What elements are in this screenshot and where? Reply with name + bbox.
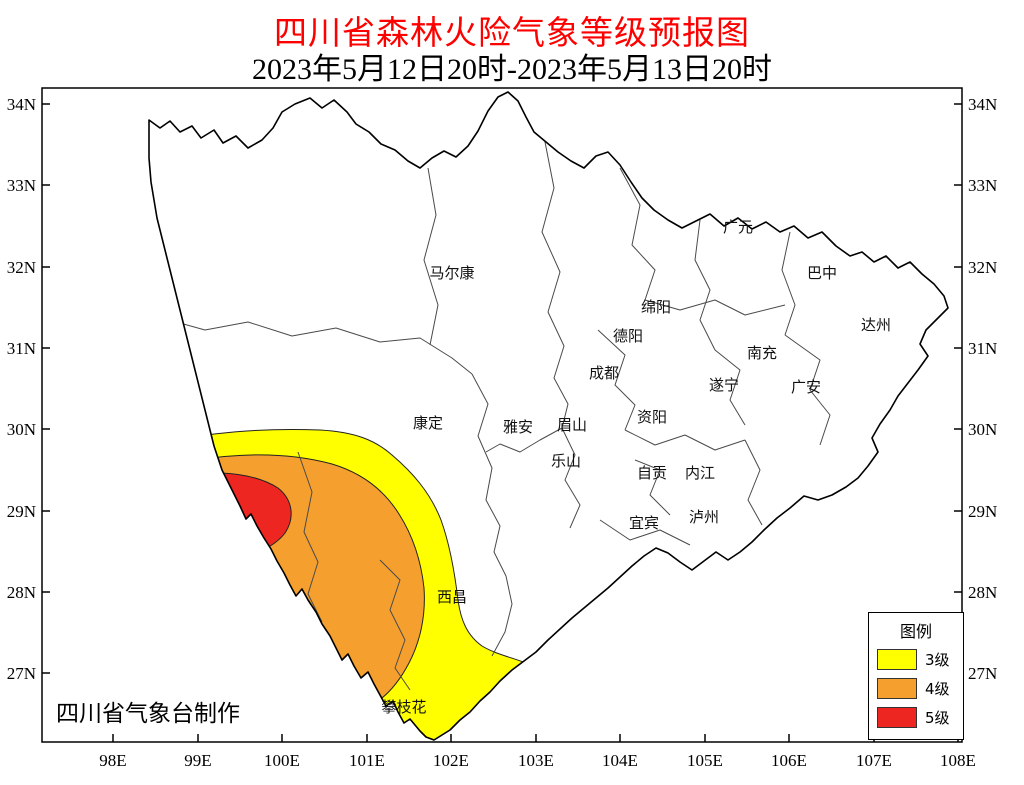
city-label-宜宾: 宜宾 — [629, 514, 659, 532]
lon-label: 108E — [940, 751, 976, 770]
lat-label-left: 33N — [7, 176, 36, 195]
lon-label: 99E — [184, 751, 211, 770]
lon-label: 100E — [264, 751, 300, 770]
legend-swatch-level4 — [877, 678, 917, 699]
legend-label-level4: 4级 — [925, 680, 950, 698]
city-label-雅安: 雅安 — [503, 418, 533, 436]
legend-swatch-level3 — [877, 649, 917, 670]
legend-box: 图例 3级 4级 5级 — [868, 612, 964, 740]
axis-ticks — [42, 103, 962, 742]
lat-label-left: 34N — [7, 95, 36, 114]
city-label-广安: 广安 — [791, 378, 821, 396]
lat-label-left: 32N — [7, 258, 36, 277]
lat-label-left: 31N — [7, 339, 36, 358]
city-label-马尔康: 马尔康 — [429, 264, 474, 282]
city-label-资阳: 资阳 — [637, 408, 667, 426]
city-label-达州: 达州 — [861, 316, 891, 334]
city-label-内江: 内江 — [685, 464, 715, 482]
city-label-攀枝花: 攀枝花 — [381, 698, 426, 716]
province-fill — [149, 92, 948, 740]
legend-title: 图例 — [899, 624, 932, 641]
lon-label: 106E — [771, 751, 807, 770]
city-label-南充: 南充 — [747, 344, 777, 362]
city-label-绵阳: 绵阳 — [641, 298, 671, 316]
lat-label-right: 31N — [968, 339, 997, 358]
city-label-康定: 康定 — [413, 414, 443, 432]
city-label-西昌: 西昌 — [437, 588, 467, 606]
lon-label: 102E — [433, 751, 469, 770]
province-outline — [148, 91, 949, 741]
lat-label-right: 28N — [968, 583, 997, 602]
legend-row-level5: 5级 — [869, 703, 963, 732]
lat-label-right: 32N — [968, 258, 997, 277]
city-label-自贡: 自贡 — [637, 464, 667, 482]
lat-label-right: 34N — [968, 95, 997, 114]
lon-label: 105E — [687, 751, 723, 770]
lon-label: 98E — [99, 751, 126, 770]
axis-labels: 34N 34N 33N 33N 32N 32N 31N 31N 30N 30N 29N 29N 28N 2… — [7, 95, 998, 770]
lat-label-right: 30N — [968, 420, 997, 439]
page-title: 四川省森林火险气象等级预报图 — [274, 16, 750, 52]
city-label-巴中: 巴中 — [807, 264, 837, 282]
city-boundaries — [161, 141, 831, 691]
lon-label: 104E — [602, 751, 638, 770]
lat-label-left: 30N — [7, 420, 36, 439]
lat-label-right: 27N — [968, 664, 997, 683]
city-label-德阳: 德阳 — [613, 327, 643, 345]
lon-label: 101E — [349, 751, 385, 770]
legend-row-level4: 4级 — [869, 674, 963, 703]
city-label-泸州: 泸州 — [689, 508, 719, 526]
lat-label-left: 29N — [7, 502, 36, 521]
credit-text: 四川省气象台制作 — [56, 701, 240, 726]
lat-label-left: 27N — [7, 664, 36, 683]
city-label-遂宁: 遂宁 — [709, 376, 739, 394]
legend-swatch-level5 — [877, 707, 917, 728]
page-subtitle: 2023年5月12日20时-2023年5月13日20时 — [252, 53, 772, 86]
legend-label-level3: 3级 — [925, 651, 950, 669]
lat-label-right: 33N — [968, 176, 997, 195]
lon-label: 107E — [856, 751, 892, 770]
fire-region-level-5 — [149, 472, 292, 572]
city-label-眉山: 眉山 — [557, 416, 587, 434]
plot-frame — [41, 87, 963, 743]
city-label-成都: 成都 — [589, 364, 619, 382]
lat-label-right: 29N — [968, 502, 997, 521]
lat-label-left: 28N — [7, 583, 36, 602]
city-label-广元: 广元 — [723, 218, 753, 236]
city-label-乐山: 乐山 — [551, 452, 581, 470]
legend-row-level3: 3级 — [869, 645, 963, 674]
lon-label: 103E — [518, 751, 554, 770]
legend-label-level5: 5级 — [925, 709, 950, 727]
